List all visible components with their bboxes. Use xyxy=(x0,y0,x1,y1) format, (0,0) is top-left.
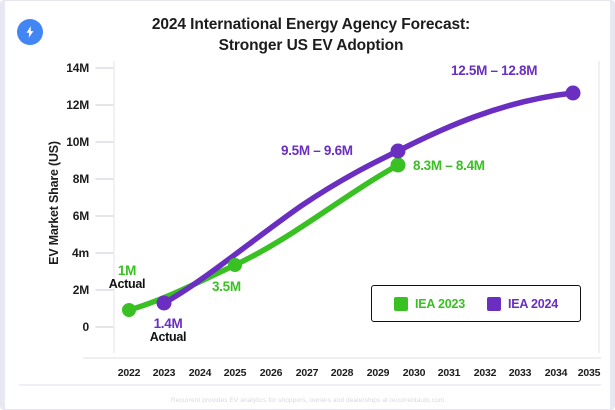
annotation-value: 12.5M – 12.8M xyxy=(451,63,538,78)
legend-swatch-green xyxy=(393,296,408,311)
x-tick-label-2022: 2022 xyxy=(117,367,141,379)
x-tick-label-2026: 2026 xyxy=(259,367,283,379)
annotation-iea2023-2025: 3.5M xyxy=(212,279,241,294)
annotation-iea2023-2030: 8.3M – 8.4M xyxy=(413,158,485,173)
y-tick-label-8M: 8M xyxy=(72,172,89,186)
x-tick-label-2031: 2031 xyxy=(437,367,461,379)
left-edge-rail xyxy=(1,1,5,409)
series-line-iea-2024 xyxy=(161,90,576,306)
y-tick-label-6M: 6M xyxy=(72,209,89,223)
annotation-value: 1M xyxy=(117,263,137,278)
x-tick-label-2030: 2030 xyxy=(402,367,426,379)
data-point-iea2023-2022[interactable] xyxy=(122,303,136,317)
data-point-iea2023-2030[interactable] xyxy=(390,157,406,173)
y-tick-label-14M: 14M xyxy=(66,61,89,75)
annotation-value: 8.3M – 8.4M xyxy=(413,158,485,173)
data-point-iea2023-2025[interactable] xyxy=(228,258,242,272)
x-tick-label-2032: 2032 xyxy=(473,367,497,379)
chart-legend: IEA 2023 IEA 2024 xyxy=(371,285,581,322)
y-gridlines xyxy=(95,67,114,328)
annotation-value: 1.4M xyxy=(153,316,183,331)
annotation-value: 3.5M xyxy=(212,279,241,294)
title-line-1: 2024 International Energy Agency Forecas… xyxy=(151,16,471,33)
right-edge-rail xyxy=(610,1,614,409)
lightning-bolt-icon xyxy=(17,19,43,45)
x-tick-label-2025: 2025 xyxy=(223,367,247,379)
annotation-sublabel: Actual xyxy=(108,277,146,291)
y-tick-label-0: 0 xyxy=(82,320,90,334)
data-point-iea2024-2030[interactable] xyxy=(390,143,406,159)
page-title: 2024 International Energy Agency Forecas… xyxy=(61,15,561,57)
annotation-iea2024-2035: 12.5M – 12.8M xyxy=(451,63,537,78)
annotation-sublabel: Actual xyxy=(149,330,187,344)
x-tick-label-2033: 2033 xyxy=(508,367,532,379)
series-line-iea-2023 xyxy=(126,162,401,313)
x-tick-label-2023: 2023 xyxy=(152,367,176,379)
x-tick-label-2028: 2028 xyxy=(330,367,354,379)
x-tick-label-2027: 2027 xyxy=(295,367,319,379)
legend-item-iea-2023[interactable]: IEA 2023 xyxy=(393,296,466,311)
x-tick-label-2035: 2035 xyxy=(577,367,601,379)
title-line-2: Stronger US EV Adoption xyxy=(218,36,404,54)
x-tick-label-2029: 2029 xyxy=(366,367,390,379)
footer-attribution: Recurrent provides EV analytics for shop… xyxy=(170,397,447,404)
y-tick-label-2M: 2M xyxy=(72,283,89,297)
annotation-value: 9.5M – 9.6M xyxy=(281,143,353,158)
x-tick-label-2024: 2024 xyxy=(188,367,212,379)
y-tick-label-10M: 10M xyxy=(66,135,89,149)
legend-swatch-purple xyxy=(486,296,501,311)
y-tick-label-12M: 12M xyxy=(66,98,89,112)
annotation-iea2024-2030: 9.5M – 9.6M xyxy=(281,143,353,158)
legend-label-iea-2024: IEA 2024 xyxy=(507,296,559,311)
annotation-iea2023-2022: 1M Actual xyxy=(97,263,157,291)
x-tick-label-2034: 2034 xyxy=(544,367,568,379)
y-tick-label-4M: 4m xyxy=(72,246,89,260)
annotation-iea2024-2023: 1.4M Actual xyxy=(133,316,203,344)
legend-item-iea-2024[interactable]: IEA 2024 xyxy=(486,296,559,311)
data-point-iea2024-2023[interactable] xyxy=(156,295,172,311)
data-point-iea2024-2035[interactable] xyxy=(565,85,581,101)
legend-label-iea-2023: IEA 2023 xyxy=(414,296,466,311)
